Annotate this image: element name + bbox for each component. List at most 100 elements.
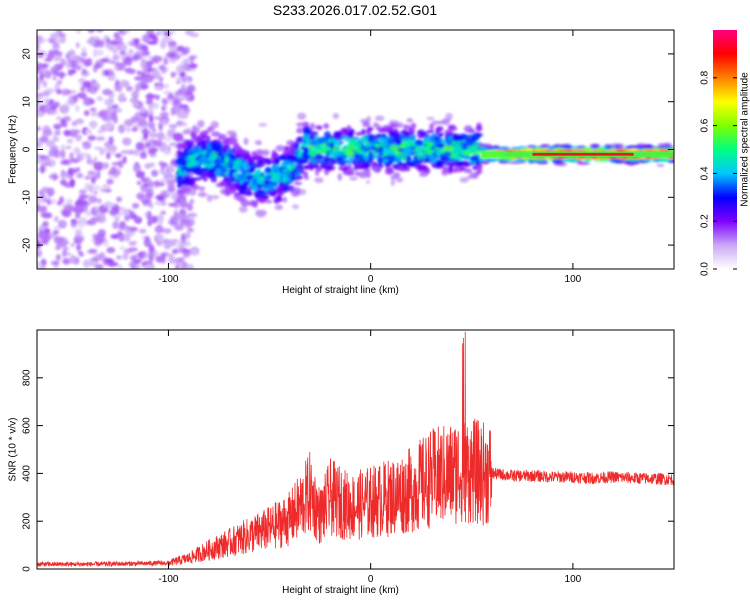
snr-x-tick-label: -100 (158, 574, 178, 585)
noise-blob (36, 84, 40, 91)
noise-blob (132, 103, 140, 107)
signal-blob (626, 158, 639, 161)
noise-blob (76, 173, 83, 178)
signal-blob (436, 126, 443, 132)
signal-blob (181, 186, 191, 193)
signal-blob (469, 171, 473, 178)
signal-blob (501, 160, 510, 163)
noise-blob (108, 136, 113, 144)
noise-blob (105, 43, 113, 49)
noise-blob (95, 162, 103, 167)
colorbar-label: Normalized spectral amplitude (740, 72, 750, 207)
signal-blob (409, 153, 415, 156)
noise-blob (137, 70, 141, 75)
noise-blob (93, 190, 98, 195)
signal-blob (400, 130, 404, 134)
signal-blob (464, 141, 473, 147)
colorbar-tick-label: 0.0 (700, 262, 711, 276)
signal-blob (610, 144, 624, 147)
noise-blob (64, 174, 70, 180)
signal-blob (347, 167, 354, 175)
noise-blob (82, 81, 91, 88)
noise-blob (52, 42, 60, 51)
noise-blob (94, 236, 103, 245)
signal-peak (532, 153, 633, 156)
noise-blob (171, 193, 178, 201)
colorbar-tick-label: 0.6 (700, 118, 711, 132)
signal-blob (256, 198, 264, 202)
noise-blob (72, 121, 78, 126)
noise-blob (186, 264, 194, 273)
noise-blob (135, 172, 144, 177)
signal-blob (287, 155, 297, 160)
noise-blob (91, 110, 97, 117)
signal-blob (228, 138, 238, 143)
noise-blob (130, 241, 138, 245)
signal-blob (437, 144, 445, 148)
noise-blob (42, 221, 49, 227)
noise-blob (161, 252, 170, 256)
noise-blob (175, 92, 179, 96)
noise-blob (61, 150, 66, 159)
signal-blob (276, 185, 285, 192)
noise-blob (109, 262, 119, 267)
signal-blob (382, 159, 389, 163)
signal-blob (334, 131, 341, 137)
signal-blob (256, 190, 263, 196)
signal-blob (454, 148, 463, 151)
noise-blob (192, 249, 197, 254)
noise-blob (180, 65, 189, 71)
noise-blob (104, 99, 113, 106)
noise-blob (169, 260, 176, 264)
noise-blob (59, 196, 64, 203)
noise-blob (51, 199, 56, 205)
noise-blob (56, 254, 61, 261)
signal-blob (275, 145, 284, 152)
noise-blob (44, 228, 50, 234)
noise-blob (137, 181, 141, 185)
signal-blob (207, 195, 213, 203)
signal-blob (391, 179, 395, 186)
noise-blob (180, 219, 190, 226)
snr-y-tick-label: 0 (22, 566, 33, 572)
signal-blob (304, 171, 308, 178)
signal-blob (428, 154, 435, 161)
signal-blob (398, 148, 405, 152)
snr-x-tick-label: 0 (368, 574, 374, 585)
colorbar-tick-label: 0.2 (700, 214, 711, 228)
signal-blob (230, 159, 235, 165)
noise-blob (112, 54, 120, 60)
noise-blob (148, 181, 154, 187)
noise-blob (167, 242, 177, 247)
noise-blob (49, 234, 58, 238)
noise-blob (64, 205, 73, 211)
signal-blob (315, 169, 319, 176)
signal-blob (411, 123, 417, 129)
noise-blob (148, 148, 156, 155)
noise-blob (171, 128, 176, 132)
signal-blob (264, 158, 269, 163)
noise-blob (99, 110, 109, 118)
spectrogram-x-tick-label: 100 (565, 274, 582, 285)
noise-blob (119, 226, 125, 230)
signal-blob (286, 140, 295, 145)
noise-blob (62, 258, 70, 265)
noise-blob (97, 129, 103, 134)
signal-blob (181, 161, 188, 166)
noise-blob (60, 179, 67, 185)
noise-blob (129, 98, 137, 102)
signal-blob (444, 151, 452, 157)
noise-blob (84, 176, 91, 180)
signal-blob (199, 186, 205, 191)
signal-blob (490, 158, 499, 161)
signal-blob (373, 122, 378, 127)
noise-blob (108, 174, 113, 178)
signal-blob (363, 155, 369, 160)
signal-blob (257, 211, 265, 217)
noise-blob (139, 107, 146, 113)
signal-blob (284, 146, 290, 151)
snr-plot (37, 332, 674, 567)
noise-blob (123, 59, 127, 64)
noise-blob (99, 208, 108, 212)
signal-blob (180, 197, 184, 202)
